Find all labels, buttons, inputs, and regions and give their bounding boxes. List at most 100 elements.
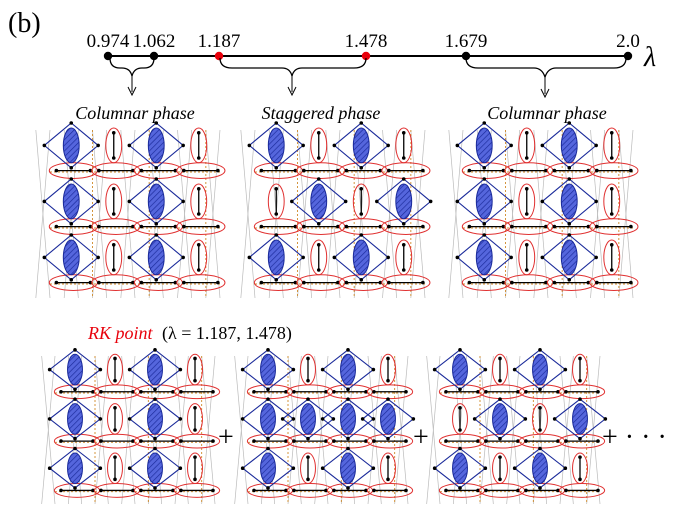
resonating-plaquette [340,403,356,435]
resonating-plaquette [492,403,508,435]
dimer-ring [176,274,226,291]
dimer-ring [492,452,508,485]
resonating-plaquette [267,127,285,164]
resonating-plaquette [147,353,163,386]
phase-label-3: Columnar phase [487,103,607,123]
resonating-plaquette [147,127,165,164]
dimer-ring [310,239,328,276]
dimer-ring [352,183,370,220]
dimer-ring [176,162,226,179]
phase-label-1: Columnar phase [75,103,195,123]
parameter-axis: 0.974 1.062 1.187 1.478 1.679 2.0 λ [87,31,656,99]
dimer-ring [107,353,123,386]
dimer-ring [310,127,328,164]
resonating-plaquette [560,239,578,276]
dimer-ring [452,403,468,435]
resonating-plaquette [67,403,83,435]
resonating-plaquette [452,452,468,485]
resonating-plaquette [452,353,468,386]
axis-point-5 [461,51,471,61]
dimer-ring [190,239,208,276]
dimer-ring [380,452,396,485]
panel-label: (b) [8,8,41,39]
dimer-ring [518,183,536,220]
resonating-plaquette [62,127,80,164]
axis-tick-label-6: 2.0 [616,31,640,52]
resonating-plaquette [352,127,370,164]
dimer-ring [190,183,208,220]
resonating-plaquette [267,239,285,276]
dimer-ring [107,452,123,485]
resonating-plaquette [62,239,80,276]
axis-tick-label-3: 1.187 [198,31,241,52]
resonating-plaquette [560,127,578,164]
resonating-plaquette [340,452,356,485]
resonating-plaquette [532,452,548,485]
axis-tick-label-5: 1.679 [445,31,488,52]
resonating-plaquette [395,183,413,220]
plus-operator-3: + · · · [602,422,667,453]
resonating-plaquette [147,183,165,220]
axis-point-1 [103,51,113,61]
lattice-rk-term-1 [41,348,221,505]
resonating-plaquette [352,239,370,276]
dimer-ring [176,218,226,235]
resonating-plaquette [67,353,83,386]
resonating-plaquette [260,403,276,435]
resonating-plaquette [475,183,493,220]
lattice-columnar-right [448,121,639,299]
lattice-staggered [240,121,433,299]
dimer-ring [105,127,123,164]
dimer-ring [572,452,588,485]
dimer-ring [603,239,621,276]
axis-point-2 [149,51,159,61]
dimer-ring [492,353,508,386]
axis-point-6 [623,51,633,61]
dimer-ring [267,183,285,220]
dimer-ring [572,353,588,386]
resonating-plaquette [310,183,328,220]
lattice-rk-term-3 [426,348,608,505]
dimer-ring [187,452,203,485]
resonating-plaquette [147,452,163,485]
dimer-ring [589,162,639,179]
dimer-ring [187,403,203,435]
dimer-ring [395,239,413,276]
resonating-plaquette [62,183,80,220]
resonating-plaquette [260,353,276,386]
resonating-plaquette [475,239,493,276]
resonating-plaquette [572,403,588,435]
resonating-plaquette [340,353,356,386]
dimer-ring [589,218,639,235]
dimer-ring [380,353,396,386]
resonating-plaquette [380,403,396,435]
dimer-ring [381,218,431,235]
dimer-ring [518,239,536,276]
rk-caption: RK point (λ = 1.187, 1.478) [87,323,292,344]
lattice-columnar-left [35,121,226,299]
rk-condition: (λ = 1.187, 1.478) [162,323,292,344]
dimer-ring [300,353,316,386]
dimer-ring [187,353,203,386]
dimer-ring [300,452,316,485]
axis-tick-label-2: 1.062 [133,31,176,52]
resonating-plaquette [560,183,578,220]
brace-staggered [219,57,367,77]
dimer-ring [381,162,431,179]
dimer-ring [381,274,431,291]
dimer-ring [518,127,536,164]
brace-columnar-left [109,57,155,77]
lattice-rk-term-2 [234,348,416,505]
resonating-plaquette [300,403,316,435]
dimer-ring [532,403,548,435]
dimer-ring [105,239,123,276]
plus-operator-1: + [218,422,234,453]
resonating-plaquette [532,353,548,386]
resonating-plaquette [67,452,83,485]
axis-tick-label-1: 0.974 [87,31,130,52]
resonating-plaquette [260,452,276,485]
dimer-ring [603,127,621,164]
axis-point-4 [361,51,371,61]
axis-point-3 [214,51,224,61]
